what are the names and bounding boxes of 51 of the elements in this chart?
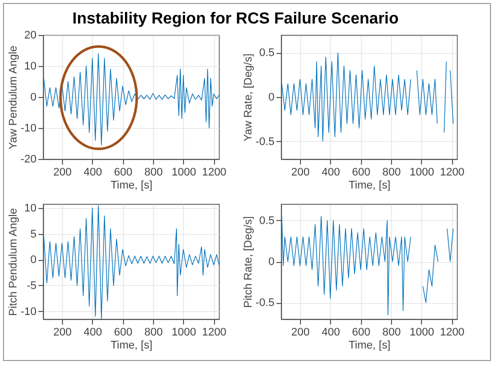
x-tick-label: 800 [382,166,401,178]
x-axis-title: Time, [s] [348,340,390,352]
y-tick-label: 0.5 [259,47,274,60]
x-tick-label: 1200 [202,326,226,338]
x-tick-label: 600 [352,166,370,178]
y-tick-label: 10 [24,60,36,72]
x-tick-label: 800 [144,166,163,178]
y-tick-label: 10 [24,202,36,215]
x-tick-label: 1000 [172,166,196,178]
y-tick-label: -10 [20,122,36,134]
y-tick-label: 0 [268,256,274,268]
y-tick-label: -0.5 [256,297,274,310]
chart-title: Instability Region for RCS Failure Scenario [72,10,399,28]
x-tick-label: 200 [291,326,310,338]
x-tick-label: 1000 [172,326,196,338]
x-tick-label: 600 [352,326,370,338]
x-tick-label: 400 [84,326,102,338]
y-tick-label: 0 [30,92,36,104]
line-series [43,53,219,146]
x-tick-label: 600 [114,326,132,338]
x-tick-label: 1000 [410,326,434,338]
y-axis-title: Yaw Rate, [Deg/s] [242,54,255,142]
y-axis-title: Pitch Pendulum Angle [8,208,20,316]
y-tick-label: -0.5 [256,136,274,148]
x-tick-label: 1200 [202,166,226,178]
x-axis-title: Time, [s] [110,180,152,192]
x-axis-title: Time, [s] [110,340,152,352]
x-tick-label: 1200 [440,326,464,338]
x-tick-label: 400 [322,166,340,178]
line-series [43,205,219,319]
x-tick-label: 1000 [410,166,434,178]
x-tick-label: 400 [84,166,102,178]
y-tick-label: -5 [26,280,36,292]
y-axis-title: Pitch Rate, [Deg/s] [242,216,255,308]
y-tick-label: -20 [20,154,36,166]
x-tick-label: 200 [291,166,310,178]
x-tick-label: 800 [382,326,401,338]
x-tick-label: 400 [322,326,340,338]
x-tick-label: 1200 [440,166,464,178]
y-tick-label: 0 [268,92,274,104]
x-tick-label: 600 [114,166,132,178]
y-tick-label: 0.5 [259,214,274,227]
x-tick-label: 200 [53,166,72,178]
y-tick-label: 20 [24,30,36,42]
y-tick-label: 5 [30,228,36,240]
x-tick-label: 200 [53,326,72,338]
y-tick-label: 0 [30,254,36,266]
x-axis-title: Time, [s] [348,180,390,192]
y-axis-title: Yaw Pendulum Angle [8,46,20,150]
y-tick-label: -10 [20,306,36,318]
x-tick-label: 800 [144,326,163,338]
